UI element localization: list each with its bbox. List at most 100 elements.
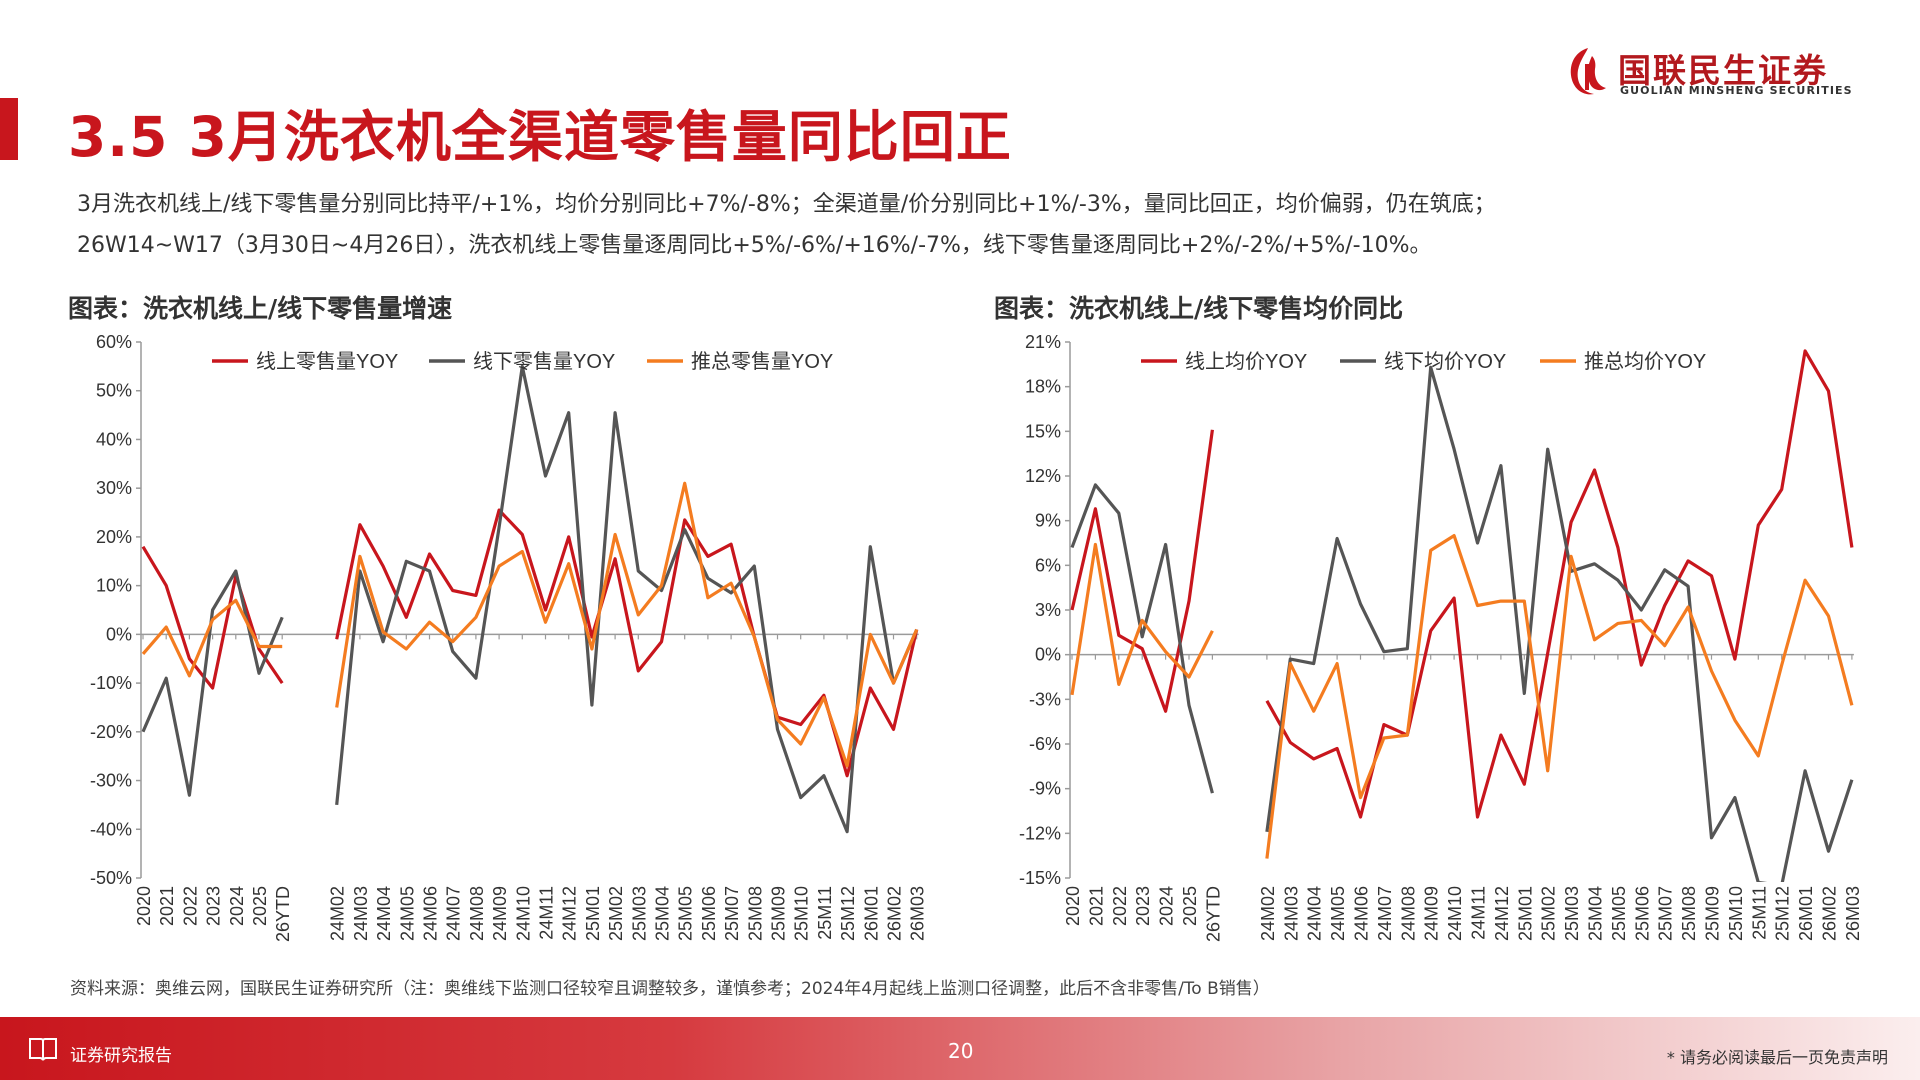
- x-tick-label: 25M05: [676, 886, 696, 941]
- x-tick-label: 24M07: [444, 886, 464, 941]
- x-tick-label: 25M07: [1656, 886, 1676, 941]
- x-tick-label: 24M10: [1445, 886, 1465, 941]
- book-icon: [29, 1038, 57, 1061]
- x-tick-label: 2022: [1110, 886, 1130, 926]
- logo-text-en: GUOLIAN MINSHENG SECURITIES: [1620, 84, 1853, 97]
- y-tick-label: 30%: [96, 478, 132, 498]
- legend-label: 线下均价YOY: [1384, 350, 1506, 373]
- y-tick-label: -50%: [90, 868, 132, 888]
- x-tick-label: 25M08: [1679, 886, 1699, 941]
- y-tick-label: -15%: [1019, 868, 1061, 888]
- y-tick-label: 18%: [1025, 377, 1061, 397]
- x-tick-label: 26M02: [885, 886, 905, 941]
- x-tick-label: 25M09: [769, 886, 789, 941]
- series-line-3: [335, 481, 919, 768]
- x-tick-label: 2020: [134, 886, 154, 926]
- y-tick-label: -3%: [1029, 689, 1061, 709]
- x-tick-label: 25M06: [1632, 886, 1652, 941]
- x-tick-label: 24M05: [1328, 886, 1348, 941]
- y-tick-label: -9%: [1029, 779, 1061, 799]
- chart-legend: 线上均价YOY 线下均价YOY 推总均价YOY: [1141, 350, 1706, 373]
- series-line-1: [1070, 429, 1214, 713]
- y-tick-label: 15%: [1025, 421, 1061, 441]
- x-tick-label: 25M03: [629, 886, 649, 941]
- x-tick-label: 25M01: [583, 886, 603, 941]
- x-tick-label: 26YTD: [273, 886, 293, 942]
- y-tick-label: -10%: [90, 673, 132, 693]
- y-tick-label: 10%: [96, 576, 132, 596]
- x-tick-label: 25M12: [1773, 886, 1793, 941]
- y-tick-label: -20%: [90, 722, 132, 742]
- y-tick-label: 50%: [96, 381, 132, 401]
- series-line-1: [1265, 349, 1854, 819]
- x-tick-label: 25M11: [815, 886, 835, 940]
- legend-label: 线上均价YOY: [1185, 350, 1307, 373]
- series-line-3: [1265, 534, 1854, 859]
- x-tick-label: 25M07: [722, 886, 742, 941]
- page-title: 3.5 3月洗衣机全渠道零售量同比回正: [68, 105, 1012, 169]
- series-line-2: [141, 569, 284, 797]
- y-tick-label: 40%: [96, 429, 132, 449]
- x-tick-label: 2025: [1180, 886, 1200, 926]
- x-tick-label: 2020: [1063, 886, 1083, 926]
- x-tick-label: 24M12: [560, 886, 580, 941]
- x-tick-label: 2021: [1086, 886, 1106, 926]
- logo-emblem-icon: [1570, 48, 1606, 95]
- x-tick-label: 25M02: [606, 886, 626, 941]
- series-line-2: [1265, 365, 1854, 882]
- x-tick-label: 2025: [250, 886, 270, 926]
- left-chart-title: 图表：洗衣机线上/线下零售量增速: [68, 294, 453, 323]
- disclaimer-link[interactable]: * 请务必阅读最后一页免责声明: [1666, 1048, 1888, 1067]
- x-tick-label: 26M03: [1843, 886, 1863, 941]
- x-tick-label: 24M04: [374, 886, 394, 941]
- series-line-3: [141, 598, 283, 678]
- x-tick-label: 25M11: [1749, 886, 1769, 940]
- y-tick-label: 60%: [96, 332, 132, 352]
- x-tick-label: 24M05: [397, 886, 417, 941]
- company-logo: 国联民生证券 GUOLIAN MINSHENG SECURITIES: [1566, 44, 1866, 100]
- y-tick-label: -40%: [90, 819, 132, 839]
- series-line-1: [141, 545, 284, 690]
- x-tick-label: 24M06: [1352, 886, 1372, 941]
- x-tick-label: 25M05: [1609, 886, 1629, 941]
- series-line-2: [335, 364, 919, 834]
- footer-bar: 证券研究报告 20 * 请务必阅读最后一页免责声明: [0, 1017, 1920, 1080]
- x-tick-label: 25M04: [1586, 886, 1606, 941]
- x-tick-label: 24M08: [467, 886, 487, 941]
- x-tick-label: 24M03: [351, 886, 371, 941]
- x-tick-label: 25M04: [653, 886, 673, 941]
- series-line-3: [1070, 542, 1214, 696]
- x-tick-label: 25M06: [699, 886, 719, 941]
- x-tick-label: 25M03: [1562, 886, 1582, 941]
- legend-label: 线下零售量YOY: [473, 350, 615, 373]
- x-tick-label: 2022: [180, 886, 200, 926]
- x-tick-label: 25M10: [1726, 886, 1746, 941]
- x-tick-label: 24M12: [1492, 886, 1512, 941]
- y-tick-label: 21%: [1025, 332, 1061, 352]
- y-tick-label: 9%: [1035, 511, 1061, 531]
- summary-line-1: 3月洗衣机线上/线下零售量分别同比持平/+1%，均价分别同比+7%/-8%；全渠…: [77, 192, 1496, 217]
- x-tick-label: 2021: [157, 886, 177, 926]
- x-tick-label: 25M08: [745, 886, 765, 941]
- x-tick-label: 2024: [227, 886, 247, 926]
- logo-text-cn: 国联民生证券: [1618, 51, 1828, 90]
- x-tick-label: 2024: [1157, 886, 1177, 926]
- x-tick-label: 25M01: [1515, 886, 1535, 941]
- series-line-1: [335, 508, 919, 778]
- y-tick-label: -12%: [1019, 823, 1061, 843]
- x-tick-label: 24M11: [1469, 886, 1489, 940]
- x-tick-label: 24M06: [421, 886, 441, 941]
- legend-label: 推总零售量YOY: [691, 350, 833, 373]
- y-tick-label: 3%: [1035, 600, 1061, 620]
- x-tick-label: 24M03: [1281, 886, 1301, 941]
- y-tick-label: 20%: [96, 527, 132, 547]
- y-tick-label: -6%: [1029, 734, 1061, 754]
- legend-label: 推总均价YOY: [1584, 350, 1706, 373]
- footer-report-label: 证券研究报告: [70, 1046, 172, 1066]
- x-tick-label: 24M02: [1258, 886, 1278, 941]
- x-tick-label: 24M02: [328, 886, 348, 941]
- retail-volume-growth-chart: -50% -40% -30% -20% -10% 0% 10% 20% 30% 40% 50% 60%…: [90, 332, 928, 942]
- x-tick-label: 24M04: [1305, 886, 1325, 941]
- page-number: 20: [948, 1039, 974, 1063]
- x-tick-label: 25M02: [1539, 886, 1559, 941]
